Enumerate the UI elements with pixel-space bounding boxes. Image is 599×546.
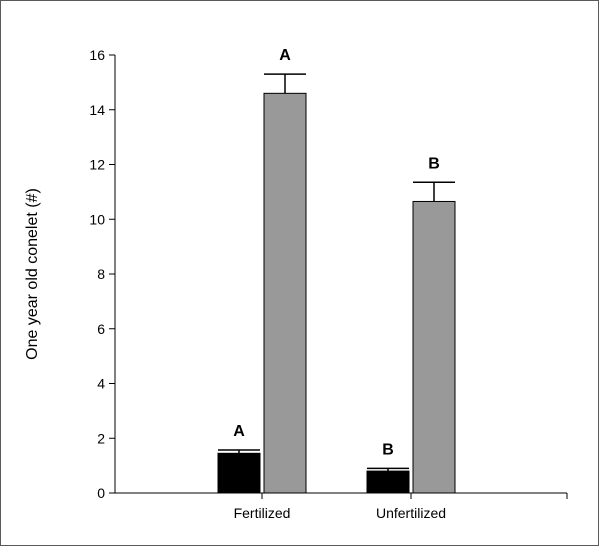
y-tick-label: 6 [97,321,105,337]
bar [412,200,456,494]
y-tick-label: 4 [97,376,105,392]
y-tick-label: 12 [89,157,105,173]
x-axis-labels: Fertilized Unfertilized [234,493,446,521]
y-tick-label: 10 [89,211,105,227]
bars-group: A A B B [217,47,456,494]
bar [366,470,410,494]
significance-label: B [428,155,440,172]
x-category-label: Fertilized [234,505,291,521]
significance-label: A [233,423,245,440]
y-tick-label: 0 [97,485,105,501]
y-axis-ticks: 0 2 4 6 8 10 12 14 16 [89,47,115,501]
significance-label: A [279,47,291,64]
significance-label: B [382,441,394,458]
y-tick-label: 2 [97,430,105,446]
y-tick-label: 14 [89,102,105,118]
x-category-label: Unfertilized [376,505,446,521]
y-tick-label: 16 [89,47,105,63]
bar [217,452,261,494]
y-axis-label: One year old conelet (#) [24,188,41,360]
y-tick-label: 8 [97,266,105,282]
bar [263,92,307,494]
